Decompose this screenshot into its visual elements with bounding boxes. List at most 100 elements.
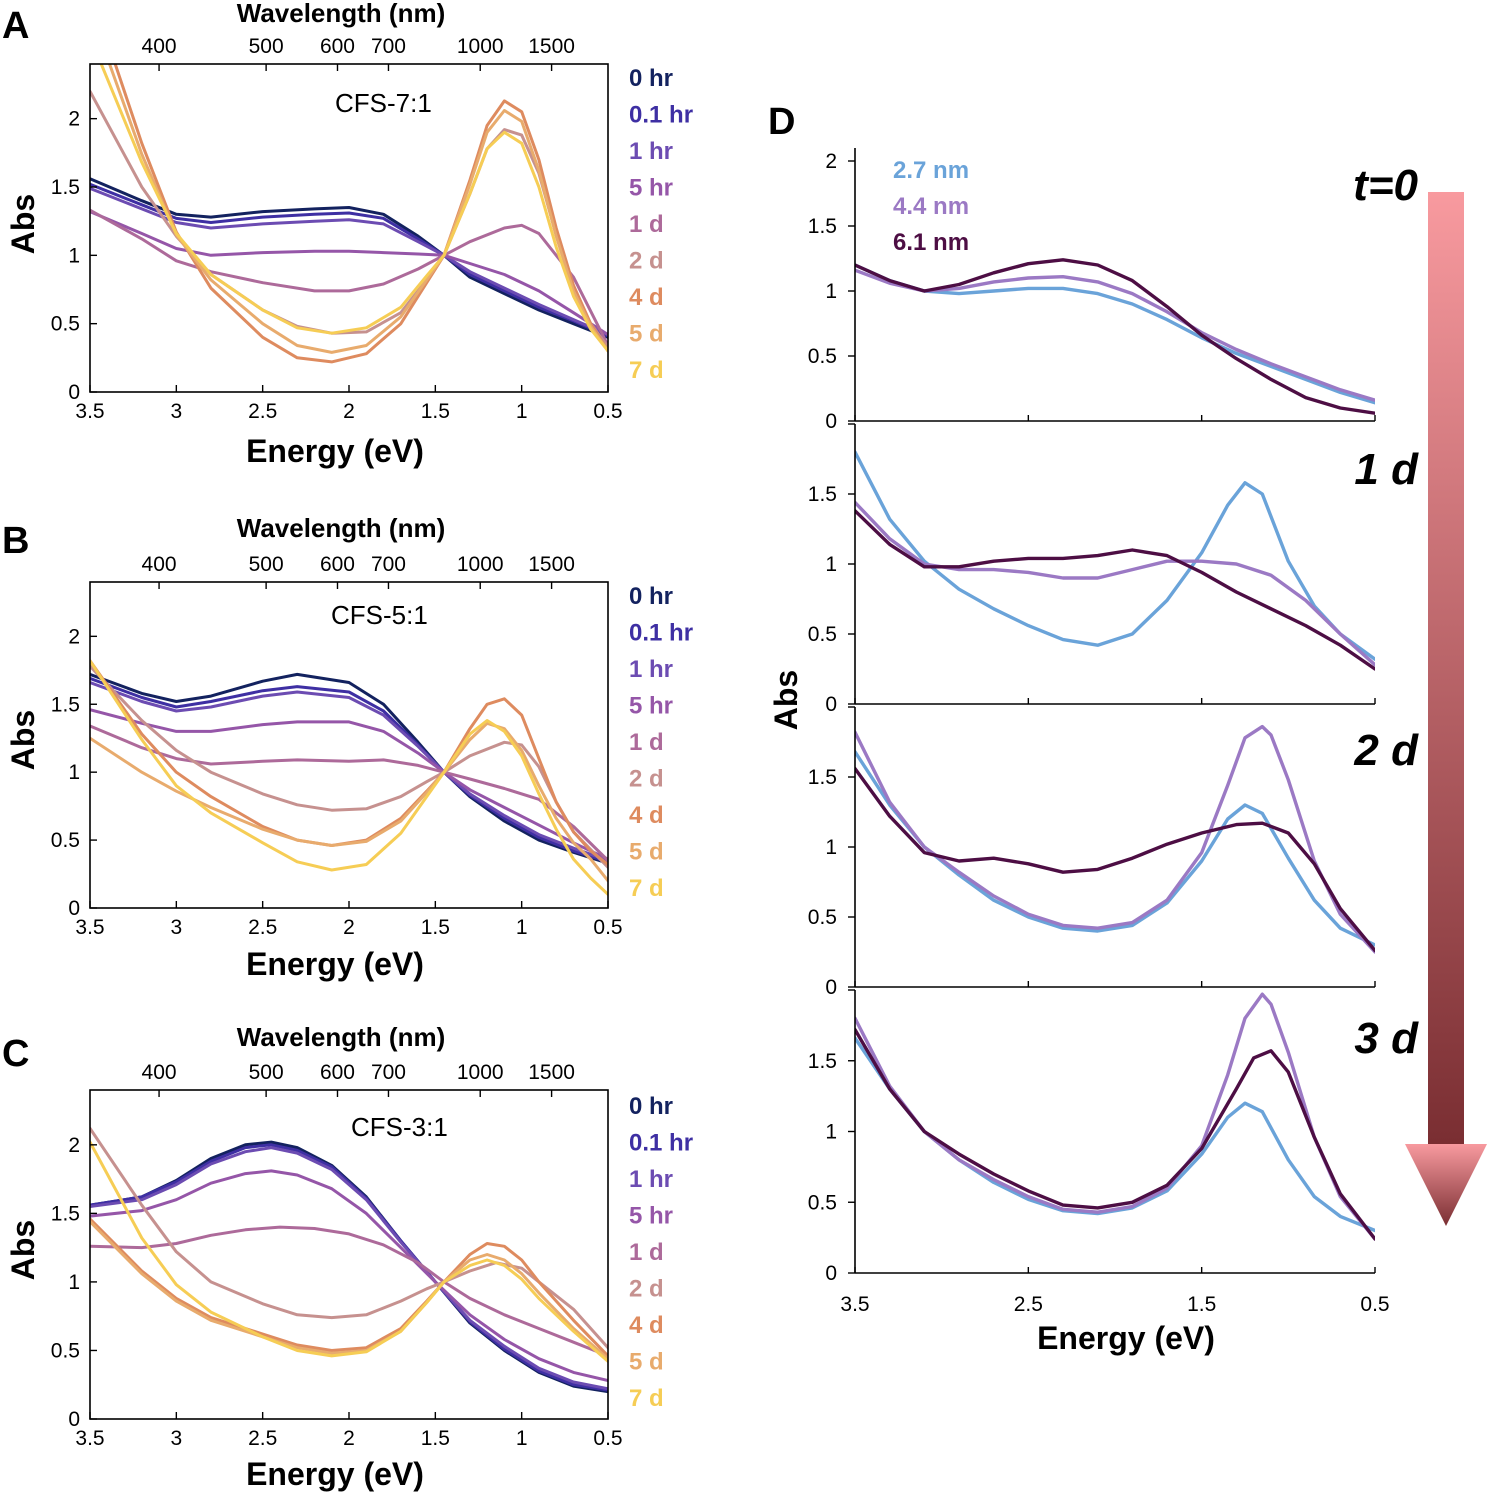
x-tick-label: 0.5 <box>593 400 622 423</box>
series-line-5-hr <box>90 1169 608 1383</box>
legend-label: 7 d <box>629 875 664 902</box>
x2-tick-label: 1000 <box>457 1061 504 1084</box>
legend-label: 1 hr <box>629 656 673 683</box>
legend-label: 5 hr <box>629 1203 673 1230</box>
y-tick-label: 0 <box>825 1262 837 1285</box>
x-tick-label: 1 <box>516 916 528 939</box>
y-tick-label: 1 <box>825 1121 837 1144</box>
series-line-2-d <box>90 1126 608 1350</box>
x2-tick-label: 600 <box>320 1061 355 1084</box>
y-tick-label: 0.5 <box>808 1191 837 1214</box>
series-line-6_1-nm <box>855 509 1375 671</box>
series-line-2-d <box>90 664 608 869</box>
series-line-1-hr <box>90 681 608 862</box>
series-line-1-d <box>90 208 608 347</box>
y-tick-label: 0.5 <box>51 313 80 336</box>
legend-label: 2.7 nm <box>893 157 969 184</box>
x2-tick-label: 400 <box>142 1061 177 1084</box>
legend-label: 1 d <box>629 211 664 238</box>
x2-tick-label: 500 <box>249 35 284 58</box>
panel-d: D Energy (eV) Abs 0 0.5 1 1.5 2 t=0 0 0.5 1 1.5 1 … <box>768 101 1419 1356</box>
series-line-6_1-nm <box>855 766 1375 953</box>
energy-axis-title: Energy (eV) <box>246 946 424 982</box>
y-tick-label: 1.5 <box>808 766 837 789</box>
x2-tick-label: 400 <box>142 553 177 576</box>
y-tick-label: 1 <box>825 280 837 303</box>
series-line-4_4-nm <box>855 724 1375 954</box>
legend-label: 0 hr <box>629 583 673 610</box>
wavelength-axis-title: Wavelength (nm) <box>237 0 445 28</box>
x-tick-label: 0.5 <box>593 916 622 939</box>
x-tick-label: 3 <box>170 916 182 939</box>
time-arrow <box>1405 192 1487 1226</box>
x-tick-label: 2.5 <box>248 1427 277 1450</box>
series-line-2_7-nm <box>855 750 1375 947</box>
x-tick-label: 1.5 <box>421 1427 450 1450</box>
y-tick-label: 0 <box>825 693 837 716</box>
subplot-1-d: 0 0.5 1 1.5 1 d <box>808 423 1419 716</box>
series-line-0_1-hr <box>90 1143 608 1392</box>
series-line-1-hr <box>90 186 608 337</box>
y-tick-label: 0 <box>825 976 837 999</box>
x-tick-label: 3.5 <box>840 1293 869 1316</box>
series-line-7-d <box>90 659 608 896</box>
x-tick-label: 2 <box>343 1427 355 1450</box>
legend-label: 1 hr <box>629 138 673 165</box>
x2-tick-label: 600 <box>320 553 355 576</box>
sample-label: CFS-7:1 <box>335 88 432 118</box>
y-tick-label: 0 <box>825 410 837 433</box>
sample-label: CFS-5:1 <box>331 600 428 630</box>
y-tick-label: 0.5 <box>808 623 837 646</box>
legend-label: 4 d <box>629 1312 664 1339</box>
energy-axis-title: Energy (eV) <box>1037 1320 1215 1356</box>
subplot-2-d: 0 0.5 1 1.5 2 d <box>808 706 1419 999</box>
time-label: 3 d <box>1354 1014 1419 1063</box>
legend-label: 4 d <box>629 284 664 311</box>
y-tick-label: 1.5 <box>51 1202 80 1225</box>
series-line-0_1-hr <box>90 182 608 338</box>
x2-tick-label: 400 <box>142 35 177 58</box>
x-tick-label: 1.5 <box>421 400 450 423</box>
legend-label: 5 hr <box>629 693 673 720</box>
x-tick-label: 3.5 <box>75 400 104 423</box>
series-group <box>855 450 1375 671</box>
y-tick-label: 1 <box>68 761 80 784</box>
y-tick-label: 1.5 <box>808 483 837 506</box>
x2-tick-label: 1000 <box>457 35 504 58</box>
plot-frame <box>89 581 609 909</box>
y-tick-label: 1 <box>825 836 837 859</box>
legend-label: 5 d <box>629 1349 664 1376</box>
series-line-7-d <box>90 1140 608 1363</box>
y-tick-label: 0.5 <box>808 906 837 929</box>
time-label: 1 d <box>1354 445 1419 494</box>
y-tick-label: 2 <box>68 1134 80 1157</box>
y-tick-label: 1 <box>68 244 80 267</box>
x2-tick-label: 1500 <box>528 553 575 576</box>
x2-tick-label: 700 <box>371 1061 406 1084</box>
x-tick-label: 1.5 <box>1187 1293 1216 1316</box>
x-tick-label: 2 <box>343 400 355 423</box>
energy-axis-title: Energy (eV) <box>246 433 424 469</box>
series-line-0-hr <box>90 177 608 339</box>
x-tick-label: 3 <box>170 1427 182 1450</box>
series-line-0_1-hr <box>90 676 608 864</box>
y-tick-label: 1.5 <box>51 176 80 199</box>
x-tick-label: 3.5 <box>75 916 104 939</box>
series-line-1-hr <box>90 1146 608 1391</box>
energy-axis-title: Energy (eV) <box>246 1456 424 1492</box>
x2-tick-label: 700 <box>371 35 406 58</box>
panel-letter-b: B <box>2 520 29 562</box>
legend-label: 2 d <box>629 1276 664 1303</box>
plot-area-b: 3.5 3 2.5 2 1.5 1 0.5 0 0.5 1 1.5 2 400 500 600 700 1000… <box>51 553 623 939</box>
series-line-6_1-nm <box>855 1027 1375 1241</box>
y-tick-label: 0.5 <box>51 829 80 852</box>
legend-label: 1 hr <box>629 1166 673 1193</box>
y-tick-label: 1.5 <box>808 215 837 238</box>
plot-area-c: 3.5 3 2.5 2 1.5 1 0.5 0 0.5 1 1.5 2 400 500 600 700 1000… <box>51 1061 623 1450</box>
y-tick-label: 0.5 <box>808 345 837 368</box>
abs-axis-title: Abs <box>5 710 41 770</box>
x-tick-label: 0.5 <box>1360 1293 1389 1316</box>
x-tick-label: 2 <box>343 916 355 939</box>
x-tick-label: 0.5 <box>593 1427 622 1450</box>
y-tick-label: 0 <box>68 897 80 920</box>
